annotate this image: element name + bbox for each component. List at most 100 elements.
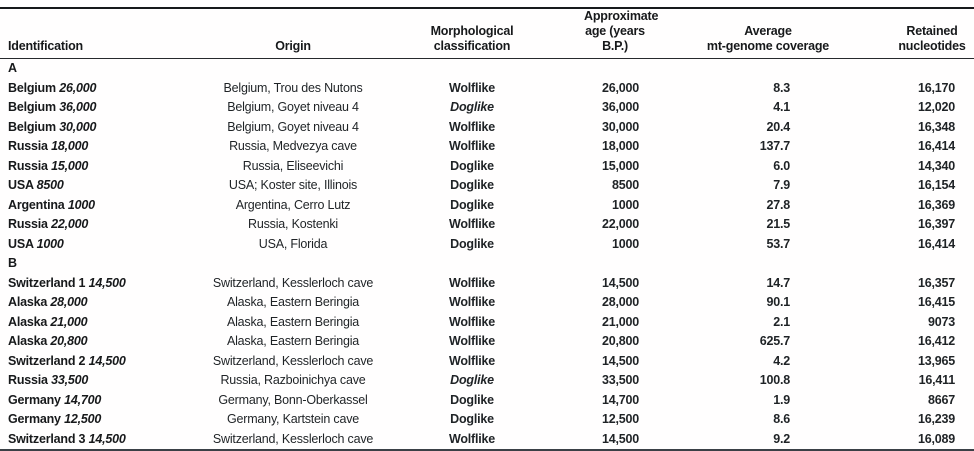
table-row: Russia 15,000 Russia, Eliseevichi Doglik…	[0, 157, 974, 177]
identification-name: USA	[8, 236, 34, 251]
coverage-cell: 2.1	[773, 314, 790, 329]
coverage-cell: 14.7	[766, 275, 790, 290]
identification-cell: Russia 22,000	[0, 215, 188, 235]
identification-name: Switzerland 2	[8, 353, 86, 368]
col-header-origin: Origin	[188, 8, 398, 59]
identification-age-number: 1000	[67, 197, 95, 212]
table-row: USA 1000 USA, Florida Doglike 1000 53.7 …	[0, 235, 974, 255]
identification-cell: Belgium 36,000	[0, 98, 188, 118]
identification-cell: Russia 33,500	[0, 371, 188, 391]
identification-age-number: 33,500	[51, 373, 89, 387]
identification-age-number: 1000	[36, 236, 64, 251]
age-cell: 1000	[611, 236, 639, 251]
identification-age-number: 18,000	[51, 139, 89, 153]
coverage-cell: 4.2	[773, 353, 790, 368]
origin-cell: USA, Florida	[258, 236, 328, 251]
identification-name: Russia	[8, 139, 48, 153]
retained-nucleotides-cell: 9073	[927, 314, 955, 329]
table-row: Alaska 21,000 Alaska, Eastern Beringia W…	[0, 313, 974, 333]
identification-age-number: 21,000	[50, 314, 88, 329]
origin-cell: Switzerland, Kesslerloch cave	[212, 353, 374, 368]
classification-cell: Wolflike	[448, 314, 496, 329]
table-row: USA 8500 USA; Koster site, Illinois Dogl…	[0, 176, 974, 196]
identification-cell: Switzerland 3 14,500	[0, 430, 188, 451]
header-line: Morphological	[430, 24, 514, 38]
col-header-approximate-age: Approximate age (years B.P.)	[546, 8, 658, 59]
identification-cell: Germany 14,700	[0, 391, 188, 411]
classification-cell: Wolflike	[448, 431, 496, 446]
origin-cell: USA; Koster site, Illinois	[228, 178, 358, 192]
identification-age-number: 26,000	[59, 80, 97, 95]
col-header-mt-genome-coverage: Average mt-genome coverage	[646, 8, 846, 59]
age-cell: 14,500	[601, 431, 639, 446]
identification-name: Germany	[8, 392, 61, 407]
table-row: Switzerland 1 14,500 Switzerland, Kessle…	[0, 274, 974, 294]
retained-nucleotides-cell: 16,239	[917, 412, 955, 426]
age-cell: 20,800	[601, 334, 639, 348]
col-header-identification: Identification	[0, 8, 188, 59]
identification-cell: Russia 15,000	[0, 157, 188, 177]
retained-nucleotides-cell: 8667	[927, 392, 955, 407]
table-row: Russia 18,000 Russia, Medvezya cave Wolf…	[0, 137, 974, 157]
identification-cell: Switzerland 1 14,500	[0, 274, 188, 294]
identification-name: Alaska	[8, 334, 48, 348]
retained-nucleotides-cell: 16,414	[917, 139, 955, 153]
header-row: Identification Origin Morphological clas…	[0, 8, 974, 59]
classification-cell: Doglike	[450, 412, 494, 426]
origin-cell: Germany, Bonn-Oberkassel	[218, 392, 368, 407]
identification-name: Switzerland 1	[8, 275, 86, 290]
identification-cell: Alaska 21,000	[0, 313, 188, 333]
table-row: Switzerland 2 14,500 Switzerland, Kessle…	[0, 352, 974, 372]
header-line: Average	[744, 24, 792, 38]
identification-cell: Alaska 28,000	[0, 293, 188, 313]
age-cell: 14,700	[601, 392, 639, 407]
classification-cell: Doglike	[450, 100, 494, 114]
col-header-morphological-classification: Morphological classification	[398, 8, 546, 59]
coverage-cell: 8.6	[773, 412, 790, 426]
age-cell: 14,500	[601, 353, 639, 368]
origin-cell: Argentina, Cerro Lutz	[235, 197, 351, 212]
coverage-cell: 137.7	[759, 139, 790, 153]
coverage-cell: 7.9	[773, 178, 790, 192]
origin-cell: Switzerland, Kesslerloch cave	[212, 275, 374, 290]
classification-cell: Wolflike	[448, 295, 496, 309]
identification-cell: USA 1000	[0, 235, 188, 255]
identification-age-number: 22,000	[51, 217, 89, 231]
origin-cell: Switzerland, Kesslerloch cave	[212, 431, 374, 446]
table-row: Switzerland 3 14,500 Switzerland, Kessle…	[0, 430, 974, 451]
classification-cell: Wolflike	[448, 80, 496, 95]
origin-cell: Alaska, Eastern Beringia	[226, 295, 360, 309]
retained-nucleotides-cell: 16,411	[918, 373, 956, 387]
specimen-table: Identification Origin Morphological clas…	[0, 7, 974, 451]
table-row: Argentina 1000 Argentina, Cerro Lutz Dog…	[0, 196, 974, 216]
classification-cell: Doglike	[450, 197, 494, 212]
coverage-cell: 1.9	[773, 392, 790, 407]
classification-cell: Wolflike	[448, 334, 496, 348]
coverage-cell: 53.7	[766, 236, 790, 251]
identification-age-number: 30,000	[59, 119, 97, 134]
identification-name: Russia	[8, 373, 48, 387]
coverage-cell: 625.7	[759, 334, 790, 348]
identification-name: Switzerland 3	[8, 431, 86, 446]
table-header: Identification Origin Morphological clas…	[0, 8, 974, 59]
section-row: B	[0, 254, 974, 274]
retained-nucleotides-cell: 16,089	[917, 431, 955, 446]
header-line: Retained	[906, 24, 958, 38]
identification-name: Russia	[8, 158, 48, 173]
origin-cell: Russia, Kostenki	[248, 217, 338, 231]
table-row: Belgium 36,000 Belgium, Goyet niveau 4 D…	[0, 98, 974, 118]
retained-nucleotides-cell: 16,348	[917, 119, 955, 134]
classification-cell: Wolflike	[448, 139, 496, 153]
identification-age-number: 20,800	[50, 334, 88, 348]
coverage-cell: 6.0	[773, 158, 790, 173]
identification-cell: Germany 12,500	[0, 410, 188, 430]
age-cell: 18,000	[601, 139, 639, 153]
retained-nucleotides-cell: 16,357	[917, 275, 955, 290]
header-line: Identification	[8, 39, 83, 53]
retained-nucleotides-cell: 16,170	[917, 80, 955, 95]
identification-cell: Belgium 30,000	[0, 118, 188, 138]
identification-cell: Argentina 1000	[0, 196, 188, 216]
origin-cell: Russia, Eliseevichi	[242, 158, 344, 173]
identification-age-number: 8500	[36, 178, 64, 192]
header-line: mt-genome coverage	[706, 39, 830, 53]
